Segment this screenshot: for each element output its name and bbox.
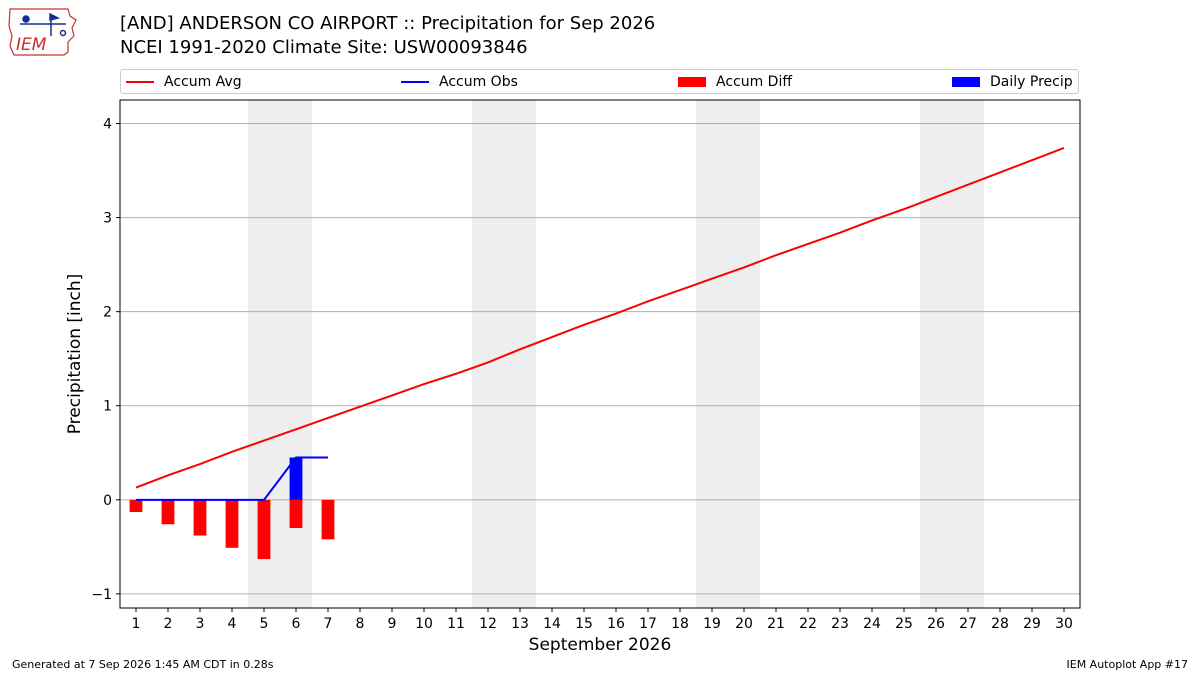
- y-tick-label: 2: [103, 305, 112, 321]
- weekend-shade: [696, 100, 760, 608]
- x-tick-label: 17: [639, 616, 657, 632]
- legend-swatch-accum-diff: [678, 77, 706, 87]
- legend-item-accum-obs: Accum Obs: [401, 73, 518, 91]
- accum-diff-bar: [129, 499, 143, 513]
- x-tick-label: 1: [132, 616, 141, 632]
- x-tick-label: 7: [324, 616, 333, 632]
- x-tick-label: 24: [863, 616, 881, 632]
- y-axis-label: Precipitation [inch]: [65, 274, 85, 435]
- chart-title: [AND] ANDERSON CO AIRPORT :: Precipitati…: [120, 13, 656, 34]
- accum-diff-bar: [321, 499, 335, 540]
- x-tick-label: 19: [703, 616, 721, 632]
- logo-text: IEM: [16, 35, 47, 55]
- accum-diff-bar: [225, 499, 239, 548]
- x-axis-label: September 2026: [529, 635, 672, 655]
- x-tick-label: 26: [927, 616, 945, 632]
- x-tick-label: 29: [1023, 616, 1041, 632]
- legend-label-accum-diff: Accum Diff: [716, 74, 793, 90]
- x-tick-label: 27: [959, 616, 977, 632]
- weather-station-icon: [20, 12, 67, 37]
- legend-item-accum-diff: Accum Diff: [678, 73, 792, 91]
- weekend-shade: [920, 100, 984, 608]
- legend-label-accum-obs: Accum Obs: [439, 74, 518, 90]
- x-tick-label: 22: [799, 616, 817, 632]
- accum-diff-bar: [161, 499, 175, 525]
- legend-item-daily-precip: Daily Precip: [952, 73, 1073, 91]
- x-tick-label: 4: [228, 616, 237, 632]
- x-tick-label: 18: [671, 616, 689, 632]
- legend-swatch-accum-avg: [126, 81, 154, 83]
- x-tick-label: 15: [575, 616, 593, 632]
- x-tick-label: 2: [164, 616, 173, 632]
- y-tick-label: 1: [103, 399, 112, 415]
- y-tick-label: 3: [103, 211, 112, 227]
- x-tick-label: 20: [735, 616, 753, 632]
- legend-item-accum-avg: Accum Avg: [126, 73, 242, 91]
- legend-label-accum-avg: Accum Avg: [164, 74, 242, 90]
- x-tick-label: 21: [767, 616, 785, 632]
- x-tick-label: 11: [447, 616, 465, 632]
- x-tick-label: 14: [543, 616, 561, 632]
- x-tick-label: 30: [1055, 616, 1073, 632]
- daily-precip-bar: [289, 457, 303, 500]
- x-tick-label: 6: [292, 616, 301, 632]
- y-tick-label: −1: [91, 587, 112, 603]
- x-tick-label: 10: [415, 616, 433, 632]
- x-tick-label: 5: [260, 616, 269, 632]
- iem-logo: IEM: [8, 8, 77, 56]
- x-tick-label: 16: [607, 616, 625, 632]
- x-tick-label: 9: [388, 616, 397, 632]
- x-tick-label: 25: [895, 616, 913, 632]
- x-tick-label: 23: [831, 616, 849, 632]
- x-tick-label: 12: [479, 616, 497, 632]
- y-tick-label: 4: [103, 117, 112, 133]
- accum-diff-bar: [193, 499, 207, 536]
- accum-obs-line: [136, 456, 328, 501]
- x-tick-label: 3: [196, 616, 205, 632]
- autoplot-app-label: IEM Autoplot App #17: [1066, 658, 1189, 671]
- x-tick-label: 8: [356, 616, 365, 632]
- chart-subtitle: NCEI 1991-2020 Climate Site: USW00093846: [120, 37, 528, 58]
- generated-timestamp: Generated at 7 Sep 2026 1:45 AM CDT in 0…: [12, 658, 274, 671]
- x-tick-label: 28: [991, 616, 1009, 632]
- x-tick-label: 13: [511, 616, 529, 632]
- iowa-outline: [8, 8, 77, 56]
- accum-diff-bar: [289, 499, 303, 529]
- legend-swatch-daily-precip: [952, 77, 980, 87]
- plot-frame: [119, 99, 1081, 609]
- accum-diff-bar: [257, 499, 271, 560]
- chart-legend: Accum Avg Accum Obs Accum Diff Daily Pre…: [120, 69, 1079, 94]
- legend-label-daily-precip: Daily Precip: [990, 74, 1073, 90]
- weekend-shade: [472, 100, 536, 608]
- y-tick-label: 0: [103, 493, 112, 509]
- accum-avg-line: [135, 147, 1065, 489]
- legend-swatch-accum-obs: [401, 81, 429, 83]
